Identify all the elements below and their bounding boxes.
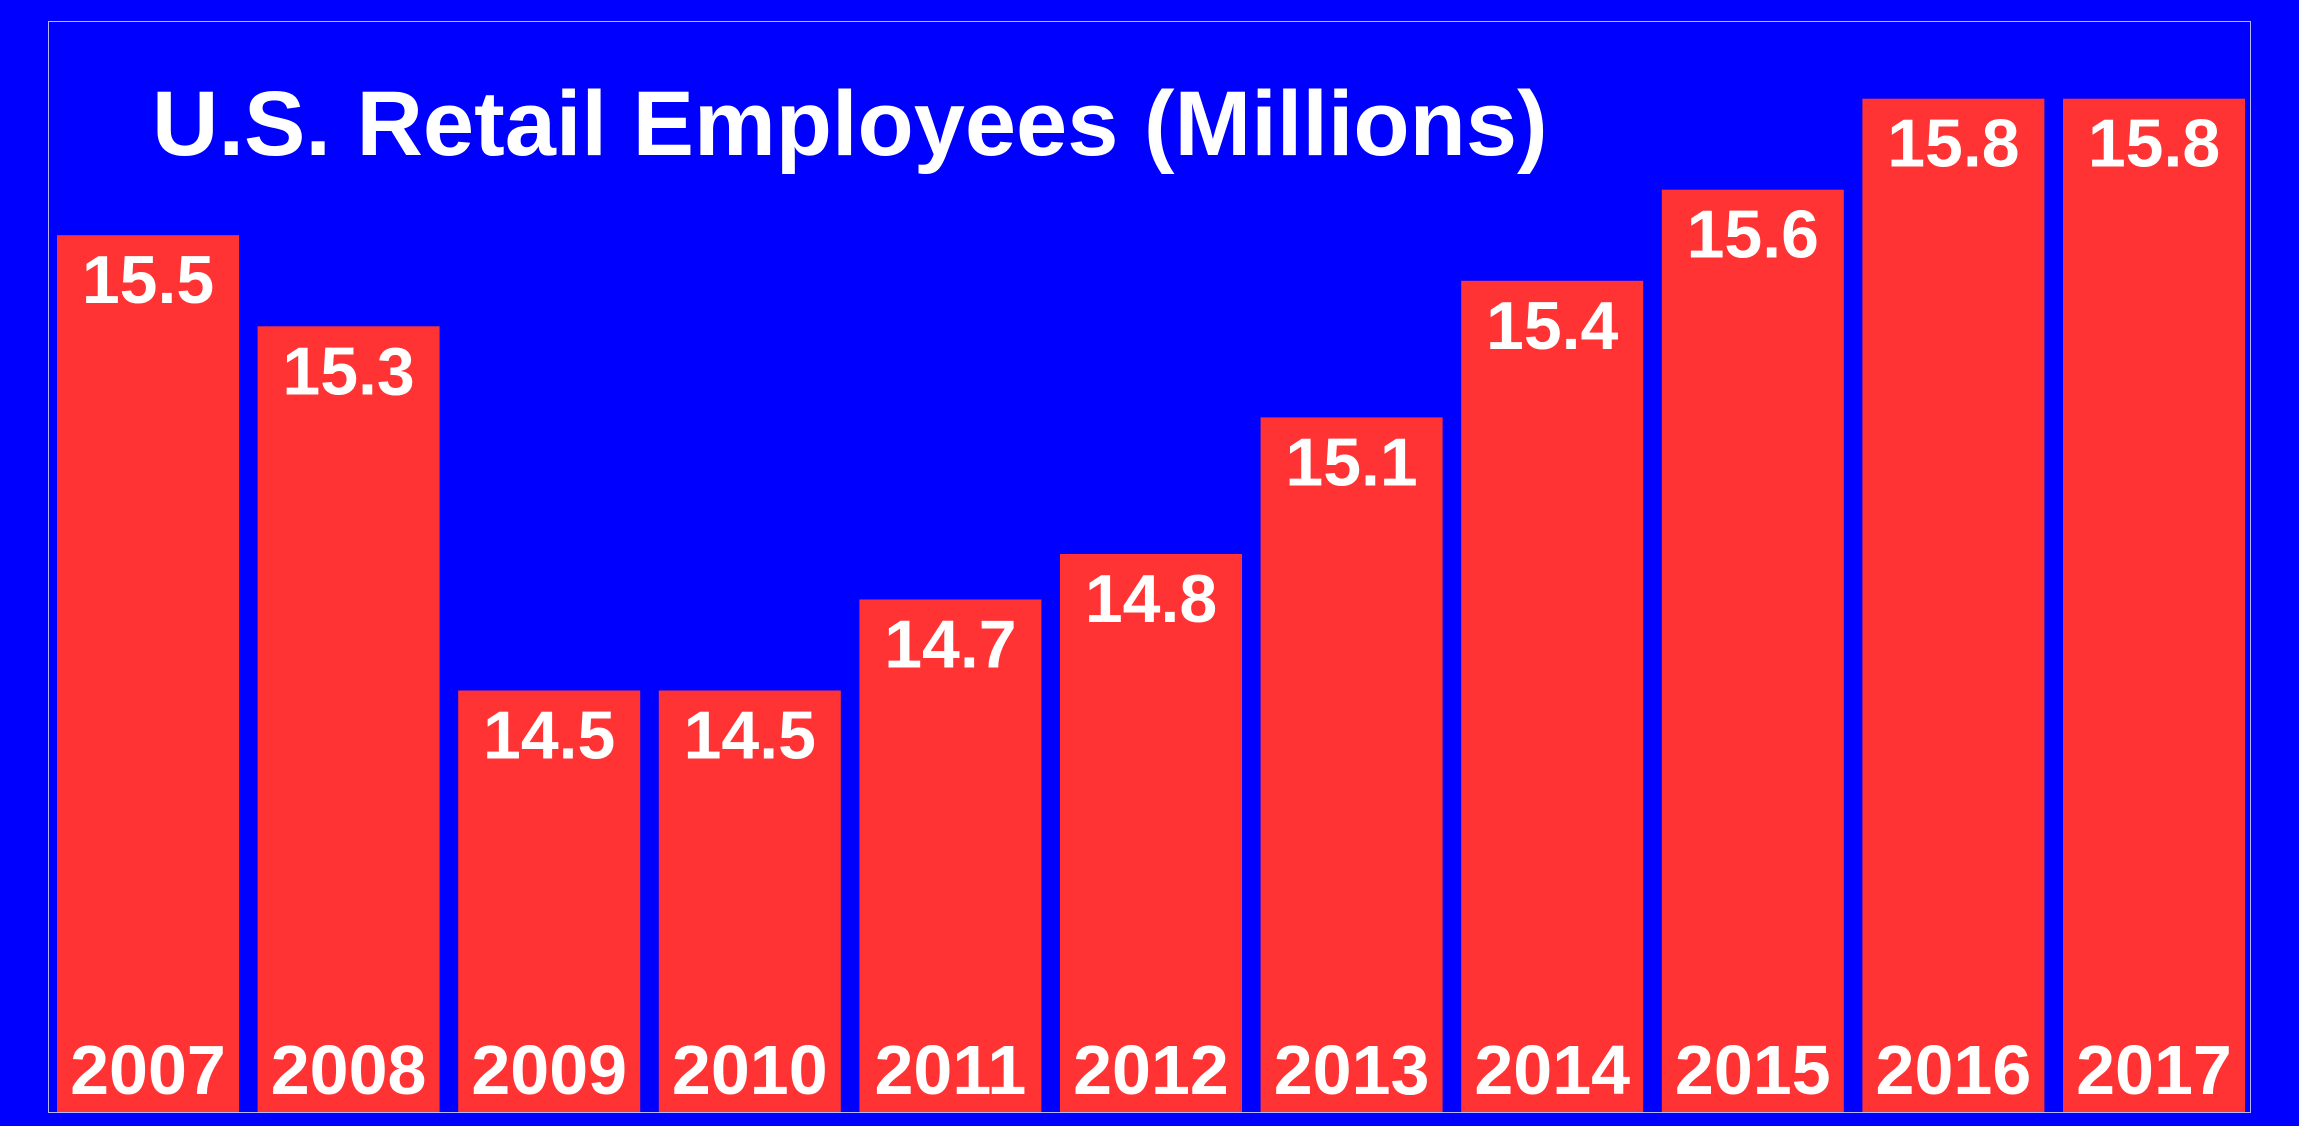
category-label-2015: 2015 xyxy=(1675,1031,1831,1109)
category-label-2007: 2007 xyxy=(70,1031,226,1109)
bar-2010 xyxy=(658,690,841,1112)
category-label-2016: 2016 xyxy=(1876,1031,2032,1109)
value-label-2017: 15.8 xyxy=(2088,106,2220,182)
bar-2017 xyxy=(2063,98,2245,1112)
category-label-2013: 2013 xyxy=(1274,1031,1430,1109)
value-label-2009: 14.5 xyxy=(483,698,615,774)
value-label-2010: 14.5 xyxy=(684,698,816,774)
category-label-2014: 2014 xyxy=(1474,1031,1630,1109)
bar-2015 xyxy=(1661,189,1844,1112)
value-label-2011: 14.7 xyxy=(884,607,1016,683)
bar-2013 xyxy=(1260,417,1443,1112)
chart-title: U.S. Retail Employees (Millions) xyxy=(152,73,1548,175)
category-label-2012: 2012 xyxy=(1073,1031,1229,1109)
value-label-2015: 15.6 xyxy=(1687,197,1819,273)
value-label-2013: 15.1 xyxy=(1285,424,1417,500)
bar-2007 xyxy=(57,235,239,1112)
bar-2011 xyxy=(859,599,1042,1112)
category-label-2011: 2011 xyxy=(874,1031,1026,1109)
bar-2014 xyxy=(1461,280,1644,1112)
value-label-2007: 15.5 xyxy=(82,242,214,318)
bar-2012 xyxy=(1060,554,1242,1112)
value-label-2012: 14.8 xyxy=(1085,561,1217,637)
category-label-2008: 2008 xyxy=(271,1031,427,1109)
bar-2016 xyxy=(1862,98,2045,1112)
value-label-2014: 15.4 xyxy=(1486,288,1619,364)
value-label-2008: 15.3 xyxy=(282,333,414,409)
plot-area-border xyxy=(48,21,2251,1113)
category-label-2010: 2010 xyxy=(672,1031,828,1109)
bar-2008 xyxy=(257,326,440,1112)
value-label-2016: 15.8 xyxy=(1887,106,2019,182)
category-label-2009: 2009 xyxy=(471,1031,627,1109)
bar-2009 xyxy=(458,690,641,1112)
category-label-2017: 2017 xyxy=(2076,1031,2232,1109)
